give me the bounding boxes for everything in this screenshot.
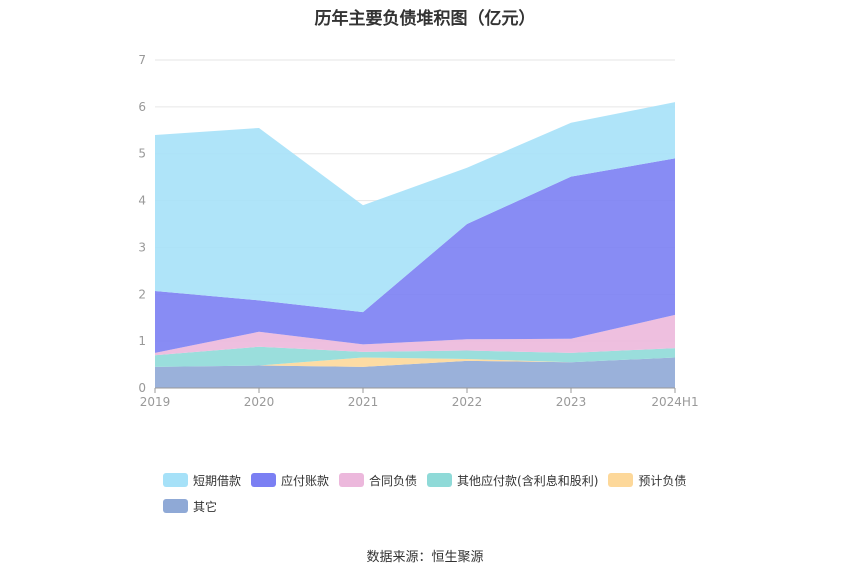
area-series [155, 102, 675, 388]
legend: 短期借款 应付账款 合同负债 其他应付款(含利息和股利) 预计负债其它 [163, 472, 723, 524]
legend-item[interactable]: 其它 [163, 498, 217, 514]
legend-swatch [251, 473, 277, 487]
y-tick-label: 0 [138, 381, 146, 395]
legend-swatch [163, 473, 188, 487]
x-tick-label: 2022 [452, 395, 483, 409]
legend-item[interactable]: 短期借款 [163, 472, 241, 488]
area-预计负债 [155, 357, 675, 367]
area-短期借款 [155, 102, 675, 313]
area-应付账款 [155, 158, 675, 353]
legend-label: 短期借款 [193, 473, 242, 488]
y-tick-label: 6 [138, 100, 146, 114]
x-tick-label: 2019 [140, 395, 171, 409]
y-tick-label: 1 [138, 334, 146, 348]
legend-swatch [427, 473, 453, 487]
area-其它 [155, 357, 675, 388]
axes: 0 1 2 3 4 5 6 7 2019 2020 2021 2022 2023 2024H1 [138, 53, 698, 409]
legend-label: 合同负债 [369, 473, 418, 488]
legend-label: 其它 [193, 499, 218, 514]
area-合同负债 [155, 314, 675, 356]
y-tick-label: 7 [138, 53, 146, 67]
legend-swatch [163, 499, 188, 513]
data-source: 数据来源：恒生聚源 [366, 550, 484, 565]
x-tick-label: 2024H1 [651, 395, 698, 409]
legend-label: 预计负债 [638, 473, 687, 488]
stacked-area-chart: 0 1 2 3 4 5 6 7 2019 2020 2021 2022 2023 2024H1 [138, 53, 698, 409]
x-tick-label: 2021 [348, 395, 379, 409]
legend-swatch [608, 473, 634, 487]
y-tick-label: 3 [138, 240, 146, 254]
legend-item[interactable]: 预计负债 [608, 472, 686, 488]
x-tick-label: 2020 [244, 395, 275, 409]
legend-label: 应付账款 [281, 473, 330, 488]
area-其他应付款(含利息和股利) [155, 346, 675, 367]
legend-item[interactable]: 合同负债 [339, 472, 417, 488]
legend-item[interactable]: 应付账款 [251, 472, 329, 488]
chart-title: 历年主要负债堆积图（亿元） [314, 9, 536, 29]
y-tick-label: 2 [138, 287, 146, 301]
y-tick-label: 4 [138, 194, 146, 208]
legend-item[interactable]: 其他应付款(含利息和股利) [427, 472, 598, 488]
legend-label: 其他应付款(含利息和股利) [457, 473, 599, 488]
y-tick-label: 5 [138, 147, 146, 161]
legend-swatch [339, 473, 365, 487]
x-tick-label: 2023 [556, 395, 587, 409]
